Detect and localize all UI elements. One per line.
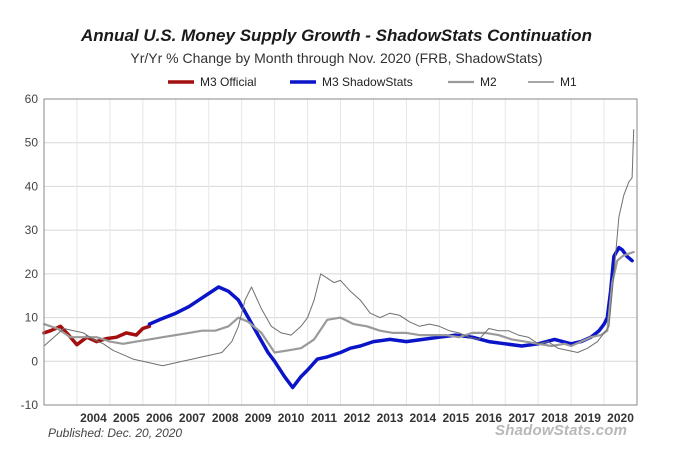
y-tick-label: 0 [31,354,38,368]
series-line-m1 [43,129,635,367]
x-tick-label: 2011 [311,411,337,425]
x-tick-label: 2007 [179,411,206,425]
legend-label: M1 [560,75,577,89]
x-tick-label: 2016 [475,411,502,425]
x-tick-label: 2017 [508,411,535,425]
x-tick-label: 2018 [541,411,568,425]
x-tick-label: 2014 [410,411,437,425]
x-tick-label: 2005 [113,411,140,425]
x-tick-label: 2010 [278,411,305,425]
y-tick-label: 50 [25,136,39,150]
x-tick-label: 2020 [607,411,634,425]
plot-frame [43,98,638,406]
y-tick-label: 10 [25,311,39,325]
x-axis-ticks: 2004 2005 2006 2007 2008 2009 2010 2011 2012 2013… [80,411,634,425]
legend-label: M2 [480,75,497,89]
legend-label: M3 Official [200,75,256,89]
legend: M3 Official M3 ShadowStats M2 M1 [168,75,577,89]
x-tick-label: 2015 [442,411,469,425]
chart-title: Annual U.S. Money Supply Growth - Shadow… [81,26,592,45]
x-tick-label: 2013 [377,411,404,425]
x-tick-label: 2009 [245,411,272,425]
y-tick-label: 60 [25,92,39,106]
y-tick-label: -10 [21,398,39,412]
x-tick-label: 2008 [212,411,239,425]
x-tick-label: 2004 [80,411,107,425]
legend-label: M3 ShadowStats [322,75,413,89]
y-axis-ticks: -10 0 10 20 30 40 50 60 [21,92,39,412]
chart-subtitle: Yr/Yr % Change by Month through Nov. 202… [130,50,543,66]
x-tick-label: 2012 [344,411,371,425]
watermark: ShadowStats.com [495,422,628,439]
published-date: Published: Dec. 20, 2020 [48,426,183,440]
x-tick-label: 2019 [574,411,601,425]
series-line-m3-shadowstats [147,245,634,390]
y-tick-label: 40 [25,179,39,193]
y-tick-label: 30 [25,223,39,237]
y-tick-label: 20 [25,267,39,281]
gridlines [44,98,637,406]
series-line-m3-official [42,324,152,347]
x-tick-label: 2006 [146,411,173,425]
series-line-m2 [42,250,635,354]
series-lines [42,129,635,390]
